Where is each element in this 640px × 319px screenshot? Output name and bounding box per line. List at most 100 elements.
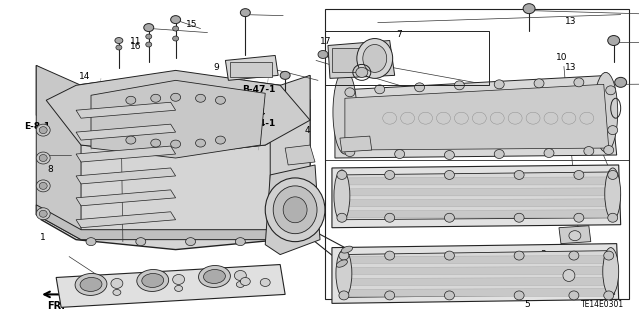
- Ellipse shape: [260, 278, 270, 286]
- Ellipse shape: [341, 246, 353, 253]
- Ellipse shape: [204, 270, 225, 284]
- Polygon shape: [36, 205, 310, 240]
- Text: 9: 9: [213, 63, 219, 72]
- Ellipse shape: [144, 24, 154, 32]
- Text: 2: 2: [378, 141, 383, 150]
- Polygon shape: [36, 65, 81, 240]
- Text: B-47-1: B-47-1: [243, 85, 276, 94]
- Ellipse shape: [126, 96, 136, 104]
- Ellipse shape: [151, 139, 161, 147]
- Text: 13: 13: [565, 17, 577, 26]
- Ellipse shape: [36, 208, 50, 220]
- Polygon shape: [344, 256, 609, 263]
- Ellipse shape: [603, 248, 619, 295]
- Ellipse shape: [196, 139, 205, 147]
- Text: 8: 8: [47, 165, 53, 174]
- Ellipse shape: [444, 291, 454, 300]
- Polygon shape: [342, 177, 611, 185]
- Ellipse shape: [171, 16, 180, 24]
- Ellipse shape: [111, 278, 123, 288]
- Ellipse shape: [336, 249, 352, 297]
- Ellipse shape: [385, 213, 395, 222]
- Ellipse shape: [196, 94, 205, 102]
- Polygon shape: [332, 244, 619, 303]
- Ellipse shape: [574, 213, 584, 222]
- Polygon shape: [56, 264, 285, 307]
- Ellipse shape: [494, 150, 504, 159]
- Ellipse shape: [514, 291, 524, 300]
- Ellipse shape: [339, 251, 349, 260]
- Text: FR.: FR.: [47, 301, 65, 311]
- Ellipse shape: [151, 94, 161, 102]
- Polygon shape: [342, 210, 611, 218]
- Ellipse shape: [569, 231, 581, 241]
- Text: 15: 15: [186, 20, 198, 29]
- Text: B-24-1: B-24-1: [243, 119, 275, 128]
- Ellipse shape: [385, 291, 395, 300]
- Ellipse shape: [283, 197, 307, 223]
- Ellipse shape: [126, 136, 136, 144]
- Ellipse shape: [173, 36, 179, 41]
- Ellipse shape: [594, 72, 618, 152]
- Text: 7: 7: [396, 30, 402, 39]
- Text: 4: 4: [304, 126, 310, 135]
- Ellipse shape: [494, 80, 504, 89]
- Ellipse shape: [574, 170, 584, 179]
- Polygon shape: [270, 75, 310, 245]
- Ellipse shape: [334, 170, 350, 222]
- Ellipse shape: [137, 270, 169, 292]
- Polygon shape: [344, 288, 609, 296]
- Ellipse shape: [604, 251, 614, 260]
- Ellipse shape: [280, 71, 290, 79]
- Ellipse shape: [608, 213, 618, 222]
- Polygon shape: [76, 190, 175, 206]
- Text: 16: 16: [130, 42, 141, 51]
- Ellipse shape: [544, 149, 554, 158]
- Ellipse shape: [36, 180, 50, 192]
- Ellipse shape: [216, 96, 225, 104]
- Polygon shape: [328, 41, 395, 78]
- Ellipse shape: [236, 238, 245, 246]
- Ellipse shape: [395, 150, 404, 159]
- Polygon shape: [342, 188, 611, 196]
- Ellipse shape: [171, 93, 180, 101]
- Ellipse shape: [113, 289, 121, 295]
- Ellipse shape: [356, 67, 368, 78]
- Ellipse shape: [444, 170, 454, 179]
- Ellipse shape: [569, 251, 579, 260]
- Bar: [230, 63, 272, 78]
- Text: 3: 3: [540, 250, 545, 259]
- Text: TE14E0301: TE14E0301: [580, 300, 623, 309]
- Polygon shape: [41, 72, 310, 249]
- Polygon shape: [559, 226, 591, 244]
- Ellipse shape: [608, 126, 618, 135]
- Ellipse shape: [173, 274, 184, 285]
- Text: 11: 11: [130, 38, 141, 47]
- Ellipse shape: [608, 35, 620, 46]
- Ellipse shape: [614, 78, 627, 87]
- Ellipse shape: [605, 168, 621, 220]
- Polygon shape: [76, 124, 175, 140]
- Ellipse shape: [265, 178, 325, 241]
- Ellipse shape: [345, 88, 355, 97]
- Ellipse shape: [574, 78, 584, 87]
- Text: 6: 6: [362, 61, 367, 70]
- Ellipse shape: [146, 34, 152, 39]
- Ellipse shape: [339, 291, 349, 300]
- Text: 5: 5: [572, 177, 577, 186]
- Ellipse shape: [385, 251, 395, 260]
- Ellipse shape: [385, 170, 395, 179]
- Ellipse shape: [534, 79, 544, 88]
- Ellipse shape: [584, 146, 594, 156]
- Bar: [325, 31, 489, 85]
- Polygon shape: [340, 251, 614, 297]
- Ellipse shape: [171, 140, 180, 148]
- Ellipse shape: [241, 278, 250, 286]
- Ellipse shape: [216, 136, 225, 144]
- Polygon shape: [345, 84, 609, 150]
- Polygon shape: [91, 80, 265, 158]
- Ellipse shape: [39, 182, 47, 189]
- Ellipse shape: [142, 273, 164, 287]
- Ellipse shape: [608, 170, 618, 179]
- Ellipse shape: [563, 270, 575, 281]
